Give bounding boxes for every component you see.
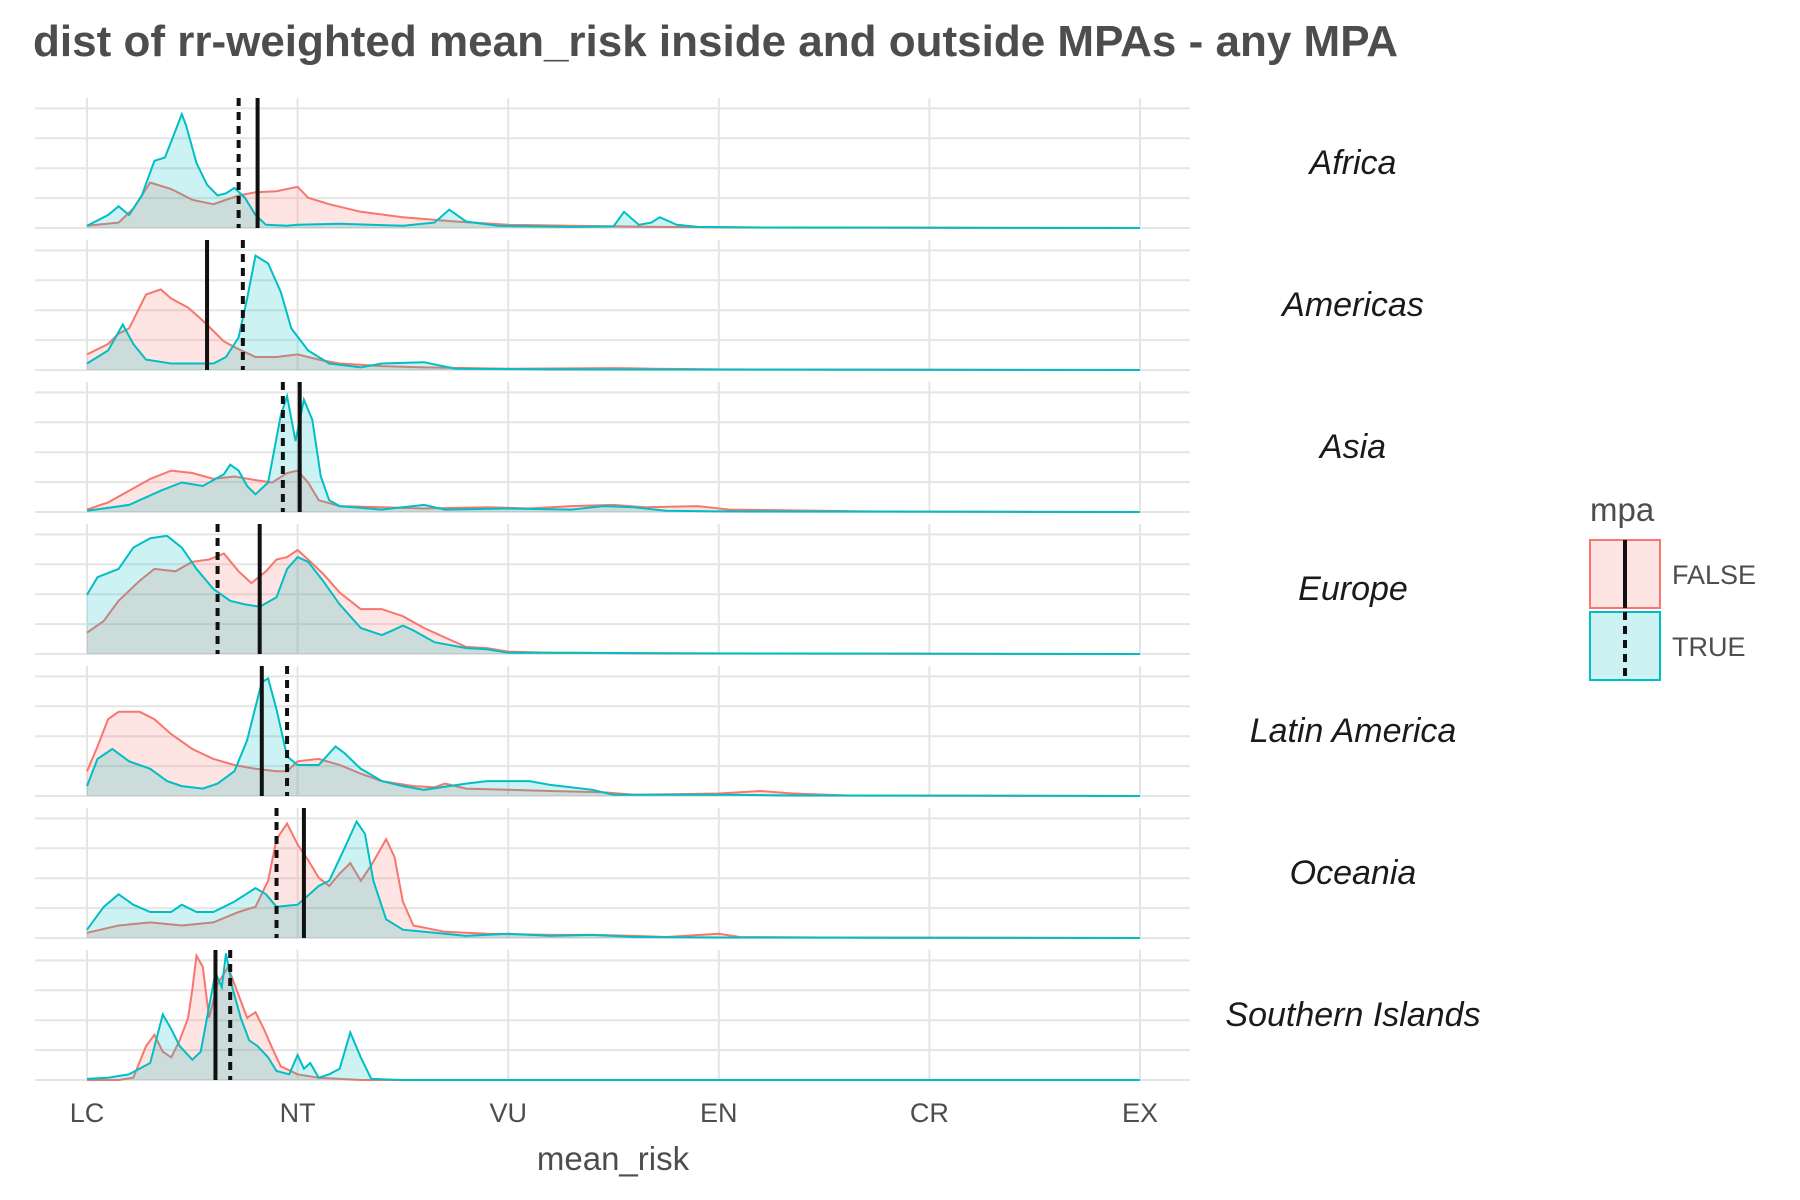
density-area-true — [87, 535, 1140, 654]
density-area-false — [87, 289, 1140, 370]
density-line-true — [86, 819, 1141, 939]
density-line-true — [86, 953, 1140, 1081]
density-area-true — [87, 396, 1140, 512]
density-area-true — [87, 821, 1140, 938]
x-tick-label: NT — [280, 1098, 316, 1128]
density-line-true — [86, 392, 1141, 513]
x-tick-label: CR — [910, 1098, 949, 1128]
facet-panel: Southern Islands — [35, 950, 1481, 1081]
density-line-false — [86, 469, 1141, 513]
density-line-true — [86, 676, 1141, 797]
legend-keys: FALSE TRUE — [1589, 539, 1756, 681]
legend-key-true: TRUE — [1589, 611, 1746, 681]
density-area-true — [87, 678, 1140, 796]
x-axis-title: mean_risk — [537, 1140, 690, 1177]
x-tick-label: EX — [1122, 1098, 1158, 1128]
x-axis: LC NT VU EN CR EX — [70, 1098, 1158, 1128]
facet-panels: Africa Americas Asia Europe Latin America Oce… — [35, 98, 1481, 1081]
legend: mpa FALSE TRUE — [1589, 491, 1756, 681]
facet-panel: Americas — [35, 240, 1424, 371]
facet-label: Asia — [1318, 428, 1386, 466]
legend-label: TRUE — [1672, 632, 1746, 662]
density-area-false — [87, 955, 1140, 1080]
facet-label: Americas — [1280, 286, 1424, 324]
density-line-true — [86, 534, 1141, 655]
facet-label: Southern Islands — [1225, 996, 1480, 1034]
facet-panel: Africa — [35, 98, 1397, 229]
density-area-true — [87, 953, 1140, 1080]
density-area-false — [87, 823, 1140, 938]
density-area-false — [87, 182, 1140, 228]
x-tick-label: LC — [70, 1098, 105, 1128]
legend-title: mpa — [1590, 491, 1655, 528]
x-tick-label: EN — [700, 1098, 738, 1128]
legend-label: FALSE — [1672, 560, 1756, 590]
chart-title: dist of rr-weighted mean_risk inside and… — [33, 17, 1398, 66]
density-area-false — [87, 470, 1140, 512]
density-area-false — [87, 711, 1140, 796]
legend-key-false: FALSE — [1589, 539, 1756, 609]
facet-panel: Europe — [35, 524, 1408, 655]
density-area-false — [87, 550, 1140, 654]
facet-label: Oceania — [1290, 854, 1417, 892]
facet-label: Latin America — [1250, 712, 1457, 750]
facet-panel: Latin America — [35, 666, 1457, 797]
density-line-false — [86, 181, 1141, 229]
x-tick-label: VU — [489, 1098, 527, 1128]
density-line-true — [86, 253, 1141, 371]
facet-panel: Asia — [35, 382, 1386, 513]
facet-label: Africa — [1308, 144, 1397, 182]
density-area-true — [87, 114, 1140, 228]
density-line-false — [86, 548, 1141, 655]
facet-label: Europe — [1298, 570, 1408, 608]
density-line-true — [86, 111, 1141, 229]
facet-panel: Oceania — [35, 808, 1417, 939]
